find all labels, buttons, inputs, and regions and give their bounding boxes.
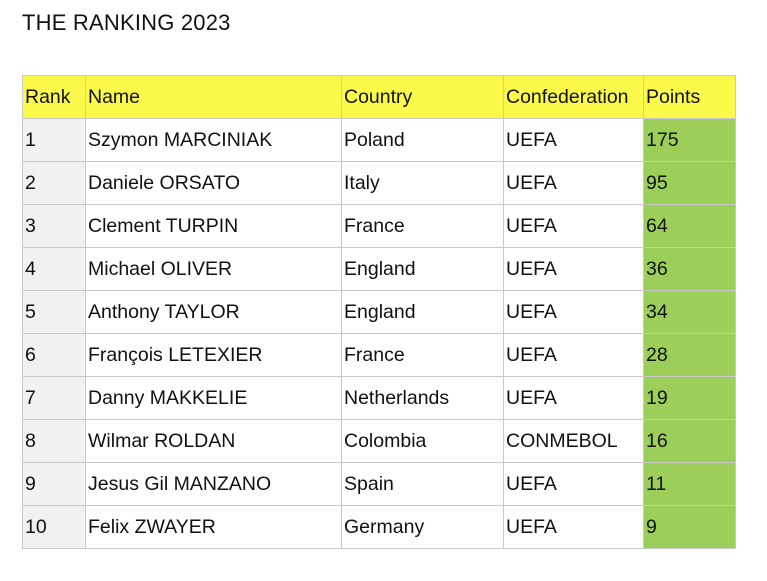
- points-cell: 95: [643, 161, 736, 205]
- table-row: 7 Danny MAKKELIE Netherlands UEFA 19: [22, 376, 736, 420]
- name-cell: Felix ZWAYER: [85, 505, 342, 549]
- column-header: Name: [85, 75, 342, 119]
- confederation-cell: UEFA: [503, 204, 644, 248]
- points-cell: 19: [643, 376, 736, 420]
- country-cell: England: [341, 247, 504, 291]
- name-cell: Szymon MARCINIAK: [85, 118, 342, 162]
- name-cell: Jesus Gil MANZANO: [85, 462, 342, 506]
- confederation-cell: CONMEBOL: [503, 419, 644, 463]
- table-row: 8 Wilmar ROLDAN Colombia CONMEBOL 16: [22, 419, 736, 463]
- rank-cell: 5: [22, 290, 86, 334]
- confederation-cell: UEFA: [503, 247, 644, 291]
- rank-cell: 8: [22, 419, 86, 463]
- confederation-cell: UEFA: [503, 161, 644, 205]
- rank-cell: 1: [22, 118, 86, 162]
- rank-cell: 7: [22, 376, 86, 420]
- rank-cell: 10: [22, 505, 86, 549]
- name-cell: Anthony TAYLOR: [85, 290, 342, 334]
- confederation-cell: UEFA: [503, 376, 644, 420]
- rank-cell: 4: [22, 247, 86, 291]
- points-cell: 16: [643, 419, 736, 463]
- column-header: Confederation: [503, 75, 644, 119]
- name-cell: Michael OLIVER: [85, 247, 342, 291]
- column-header: Points: [643, 75, 736, 119]
- country-cell: Italy: [341, 161, 504, 205]
- table-row: 10 Felix ZWAYER Germany UEFA 9: [22, 505, 736, 549]
- points-cell: 175: [643, 118, 736, 162]
- points-cell: 64: [643, 204, 736, 248]
- confederation-cell: UEFA: [503, 333, 644, 377]
- points-cell: 11: [643, 462, 736, 506]
- points-cell: 28: [643, 333, 736, 377]
- name-cell: Clement TURPIN: [85, 204, 342, 248]
- table-row: 4 Michael OLIVER England UEFA 36: [22, 247, 736, 291]
- confederation-cell: UEFA: [503, 505, 644, 549]
- column-header: Country: [341, 75, 504, 119]
- country-cell: Colombia: [341, 419, 504, 463]
- country-cell: France: [341, 333, 504, 377]
- table-row: 2 Daniele ORSATO Italy UEFA 95: [22, 161, 736, 205]
- rank-cell: 9: [22, 462, 86, 506]
- header-row: Rank Name Country Confederation Points: [22, 75, 736, 119]
- table-row: 3 Clement TURPIN France UEFA 64: [22, 204, 736, 248]
- country-cell: Poland: [341, 118, 504, 162]
- country-cell: Germany: [341, 505, 504, 549]
- points-cell: 9: [643, 505, 736, 549]
- name-cell: Danny MAKKELIE: [85, 376, 342, 420]
- points-cell: 34: [643, 290, 736, 334]
- table-row: 1 Szymon MARCINIAK Poland UEFA 175: [22, 118, 736, 162]
- rank-cell: 3: [22, 204, 86, 248]
- country-cell: Spain: [341, 462, 504, 506]
- rank-cell: 6: [22, 333, 86, 377]
- points-cell: 36: [643, 247, 736, 291]
- column-header: Rank: [22, 75, 86, 119]
- ranking-table: Rank Name Country Confederation Points 1 Szym…: [22, 75, 736, 549]
- country-cell: England: [341, 290, 504, 334]
- confederation-cell: UEFA: [503, 462, 644, 506]
- name-cell: François LETEXIER: [85, 333, 342, 377]
- name-cell: Wilmar ROLDAN: [85, 419, 342, 463]
- rank-cell: 2: [22, 161, 86, 205]
- table-row: 9 Jesus Gil MANZANO Spain UEFA 11: [22, 462, 736, 506]
- table-row: 5 Anthony TAYLOR England UEFA 34: [22, 290, 736, 334]
- confederation-cell: UEFA: [503, 290, 644, 334]
- table-row: 6 François LETEXIER France UEFA 28: [22, 333, 736, 377]
- country-cell: Netherlands: [341, 376, 504, 420]
- confederation-cell: UEFA: [503, 118, 644, 162]
- country-cell: France: [341, 204, 504, 248]
- page-title: THE RANKING 2023: [22, 10, 231, 35]
- name-cell: Daniele ORSATO: [85, 161, 342, 205]
